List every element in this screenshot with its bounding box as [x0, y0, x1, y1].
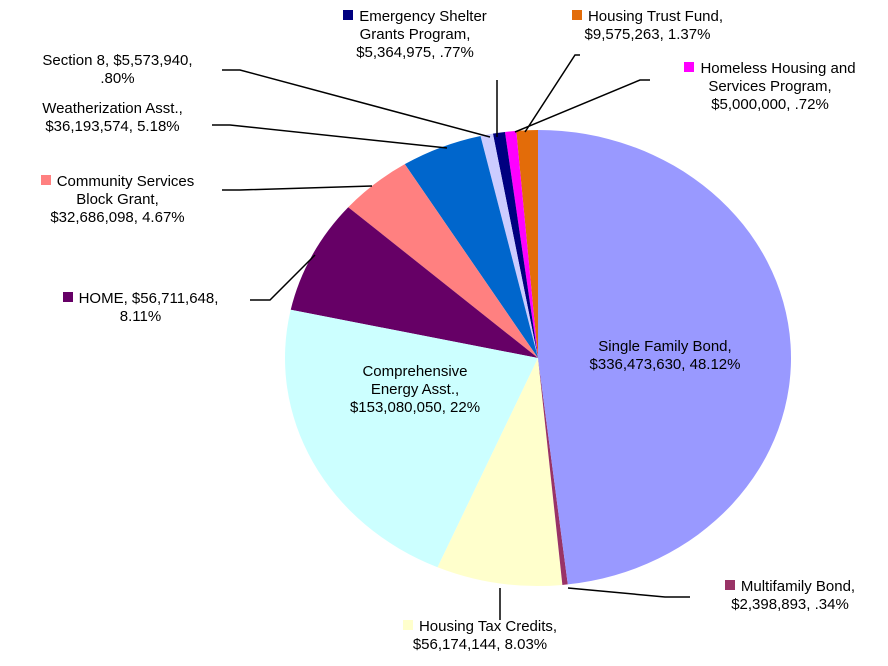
slice-label: Community Services Block Grant, $32,686,…: [5, 173, 230, 227]
legend-marker: [684, 62, 695, 72]
leader-line: [567, 587, 690, 598]
value-label: $336,473,630, 48.12%: [589, 356, 741, 373]
label-box: Section 8, $5,573,940, .80%: [28, 52, 208, 88]
pie-slice: [284, 309, 538, 568]
category-label: Weatherization Asst.,: [42, 100, 183, 117]
value-label: $9,575,263, 1.37%: [584, 26, 711, 43]
legend-marker: [62, 292, 73, 302]
value-label: $2,398,893, .34%: [731, 596, 849, 613]
label-box: HOME, $56,711,648, 8.11%: [41, 290, 241, 326]
leader-line: [222, 185, 373, 191]
slice-label: Weatherization Asst., $36,193,574, 5.18%: [5, 100, 220, 136]
label-box: Housing Tax Credits, $56,174,144, 8.03%: [360, 618, 600, 654]
legend-marker: [571, 10, 582, 20]
legend-marker: [343, 10, 354, 20]
category-label: Section 8,: [42, 52, 110, 69]
category-label: Emergency Shelter Grants Program,: [359, 8, 487, 43]
legend-marker: [40, 175, 51, 185]
legend-marker: [402, 620, 413, 630]
slice-label: Multifamily Bond, $2,398,893, .34%: [695, 578, 885, 614]
value-label: $32,686,098, 4.67%: [50, 209, 185, 226]
pie-slice: [504, 130, 538, 358]
category-label: Housing Tax Credits,: [418, 618, 558, 635]
leader-lines: [212, 54, 690, 620]
category-label: Comprehensive Energy Asst.,: [362, 363, 468, 398]
slice-label: HOME, $56,711,648, 8.11%: [28, 290, 253, 326]
category-label: Community Services Block Grant,: [56, 173, 195, 208]
slice-label: Housing Tax Credits, $56,174,144, 8.03%: [360, 618, 600, 654]
label-box: Weatherization Asst., $36,193,574, 5.18%: [5, 100, 220, 136]
leader-line: [514, 79, 650, 133]
label-box: Community Services Block Grant, $32,686,…: [30, 173, 205, 227]
pie-slice: [516, 130, 538, 358]
category-label: HOME,: [78, 290, 128, 307]
value-label: $5,000,000, .72%: [711, 96, 829, 113]
slice-label: Comprehensive Energy Asst., $153,080,050…: [345, 363, 485, 417]
slice-label: Section 8, $5,573,940, .80%: [5, 52, 230, 88]
slice-label: Single Family Bond, $336,473,630, 48.12%: [570, 338, 760, 374]
category-label: Single Family Bond,: [598, 338, 732, 355]
pie-slice: [437, 358, 563, 586]
leader-line: [222, 69, 491, 138]
label-box: Emergency Shelter Grants Program, $5,364…: [330, 8, 500, 62]
category-label: Multifamily Bond,: [740, 578, 856, 595]
label-box: Homeless Housing and Services Program, $…: [670, 60, 870, 114]
slice-label: Homeless Housing and Services Program, $…: [650, 60, 888, 114]
slice-label: Emergency Shelter Grants Program, $5,364…: [325, 8, 505, 62]
value-label: $153,080,050, 22%: [349, 399, 481, 416]
pie-slice: [492, 131, 538, 358]
value-label: $5,573,940, .80%: [100, 52, 193, 87]
label-box: Comprehensive Energy Asst., $153,080,050…: [345, 363, 485, 417]
leader-line: [524, 54, 580, 133]
pie-slice: [538, 130, 792, 585]
label-box: Single Family Bond, $336,473,630, 48.12%: [570, 338, 760, 374]
leader-line: [212, 124, 448, 149]
value-label: $56,711,648, 8.11%: [119, 290, 219, 325]
pie-slice: [348, 164, 538, 358]
legend-marker: [724, 580, 735, 590]
category-label: Housing Trust Fund,: [587, 8, 724, 25]
pie-slice: [538, 358, 568, 585]
pie-slice: [290, 207, 538, 358]
value-label: $5,364,975, .77%: [356, 44, 474, 61]
slice-label: Housing Trust Fund, $9,575,263, 1.37%: [555, 8, 740, 44]
value-label: $56,174,144, 8.03%: [412, 636, 548, 653]
leader-line: [250, 254, 316, 301]
pie-slice: [480, 133, 538, 358]
label-box: Housing Trust Fund, $9,575,263, 1.37%: [558, 8, 738, 44]
category-label: Homeless Housing and Services Program,: [700, 60, 856, 95]
label-box: Multifamily Bond, $2,398,893, .34%: [695, 578, 885, 614]
pie-slice: [404, 135, 538, 358]
value-label: $36,193,574, 5.18%: [45, 118, 180, 135]
